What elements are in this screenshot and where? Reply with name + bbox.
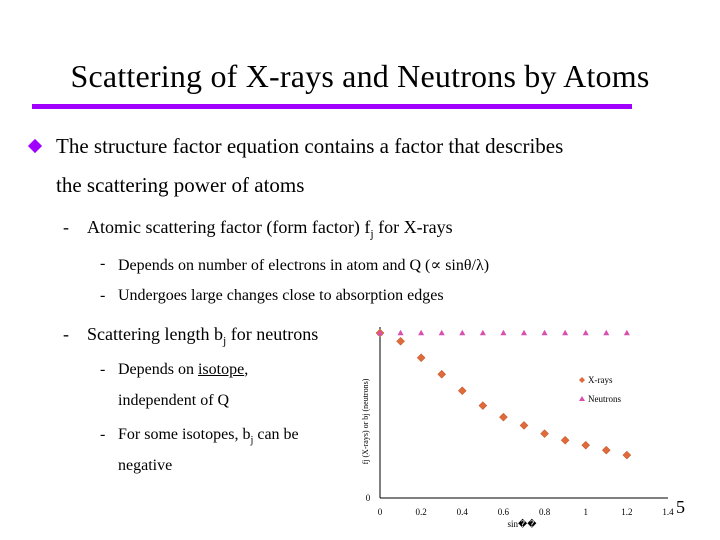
neutron-sub2-b: can be xyxy=(253,426,299,443)
neutron-sub2-dash: - xyxy=(100,426,106,443)
neutron-sub1: Depends on isotope, xyxy=(118,361,248,379)
neutron-point xyxy=(459,329,466,336)
x-tick-label: 0 xyxy=(378,507,383,517)
x-tick-label: 0.6 xyxy=(498,507,510,517)
neutron-sub1-b: , xyxy=(244,361,249,378)
slide-title: Scattering of X-rays and Neutrons by Ato… xyxy=(70,58,650,94)
xray-point xyxy=(396,336,405,346)
legend-neutrons-label: Neutrons xyxy=(588,394,621,404)
neutron-sub2-subscript: j xyxy=(250,435,254,447)
neutron-sub1-dash: - xyxy=(100,361,106,378)
x-tick-label: 1.2 xyxy=(621,507,632,517)
xray-subscript: j xyxy=(370,227,374,241)
xray-point xyxy=(560,435,570,445)
xray-point xyxy=(622,450,632,460)
x-tick-label: 0.8 xyxy=(539,507,551,517)
x-axis-label: sin�� xyxy=(508,518,538,529)
neutron-dash: - xyxy=(63,324,69,344)
xray-sub2-dash: - xyxy=(100,287,106,304)
isotope-link[interactable]: isotope xyxy=(197,361,245,378)
neutron-point xyxy=(377,329,383,336)
legend-xrays-label: X-rays xyxy=(588,375,613,385)
neutron-sub2: For some isotopes, bj can be xyxy=(118,426,299,446)
legend-neutrons-marker xyxy=(579,396,585,401)
neutron-point xyxy=(603,329,610,336)
x-tick-label: 1.4 xyxy=(662,507,674,517)
x-tick-label: 1 xyxy=(583,507,588,517)
xray-point xyxy=(416,353,426,363)
xray-sub1-text: Depends on number of electrons in atom a… xyxy=(118,257,490,274)
xray-sub2-text: Undergoes large changes close to absorpt… xyxy=(118,287,444,304)
neutron-sub2-line2: negative xyxy=(118,457,173,474)
xray-point xyxy=(519,421,529,430)
y-tick-label: 0 xyxy=(366,493,371,503)
x-tick-label: 0.4 xyxy=(457,507,469,517)
main-bullet-line2: the scattering power of atoms xyxy=(56,173,305,197)
neutron-point xyxy=(582,329,589,336)
xray-point xyxy=(601,445,611,455)
neutron-text-a: Scattering length b xyxy=(87,324,223,344)
neutron-sub1-line2: independent of Q xyxy=(118,392,230,409)
legend-xrays-marker xyxy=(579,377,585,383)
page-number: 5 xyxy=(676,497,685,517)
xray-point xyxy=(478,401,488,410)
xray-text-b: for X-rays xyxy=(373,217,453,237)
neutron-point xyxy=(623,329,630,336)
neutron-point xyxy=(397,329,404,336)
neutron-point xyxy=(438,329,445,336)
xray-point xyxy=(437,369,447,379)
x-tick-label: 0.2 xyxy=(416,507,427,517)
xray-dash: - xyxy=(63,217,69,237)
neutron-point xyxy=(479,329,486,336)
neutron-sub1-a: Depends on xyxy=(118,361,198,378)
xray-text-a: Atomic scattering factor (form factor) f xyxy=(87,217,371,237)
main-bullet-line1: The structure factor equation contains a… xyxy=(56,134,564,158)
neutron-text-b: for neutrons xyxy=(226,324,319,344)
xray-point xyxy=(457,386,467,396)
neutron-point xyxy=(562,329,569,336)
neutron-point xyxy=(418,329,425,336)
neutron-point xyxy=(541,329,548,336)
y-axis-label: fj (X-rays) or bj (neutrons) xyxy=(361,378,370,464)
xray-sub1-dash: - xyxy=(100,255,106,272)
neutron-point xyxy=(500,329,507,336)
neutron-bullet: Scattering length bj for neutrons xyxy=(87,324,318,348)
xray-point xyxy=(540,429,549,439)
neutron-subscript: j xyxy=(222,334,227,348)
neutron-sub2-a: For some isotopes, b xyxy=(118,426,251,443)
title-underline xyxy=(32,104,632,109)
xray-point xyxy=(581,440,591,450)
neutron-point xyxy=(521,329,527,336)
xray-point xyxy=(499,412,508,422)
xray-bullet: Atomic scattering factor (form factor) f… xyxy=(87,217,453,241)
